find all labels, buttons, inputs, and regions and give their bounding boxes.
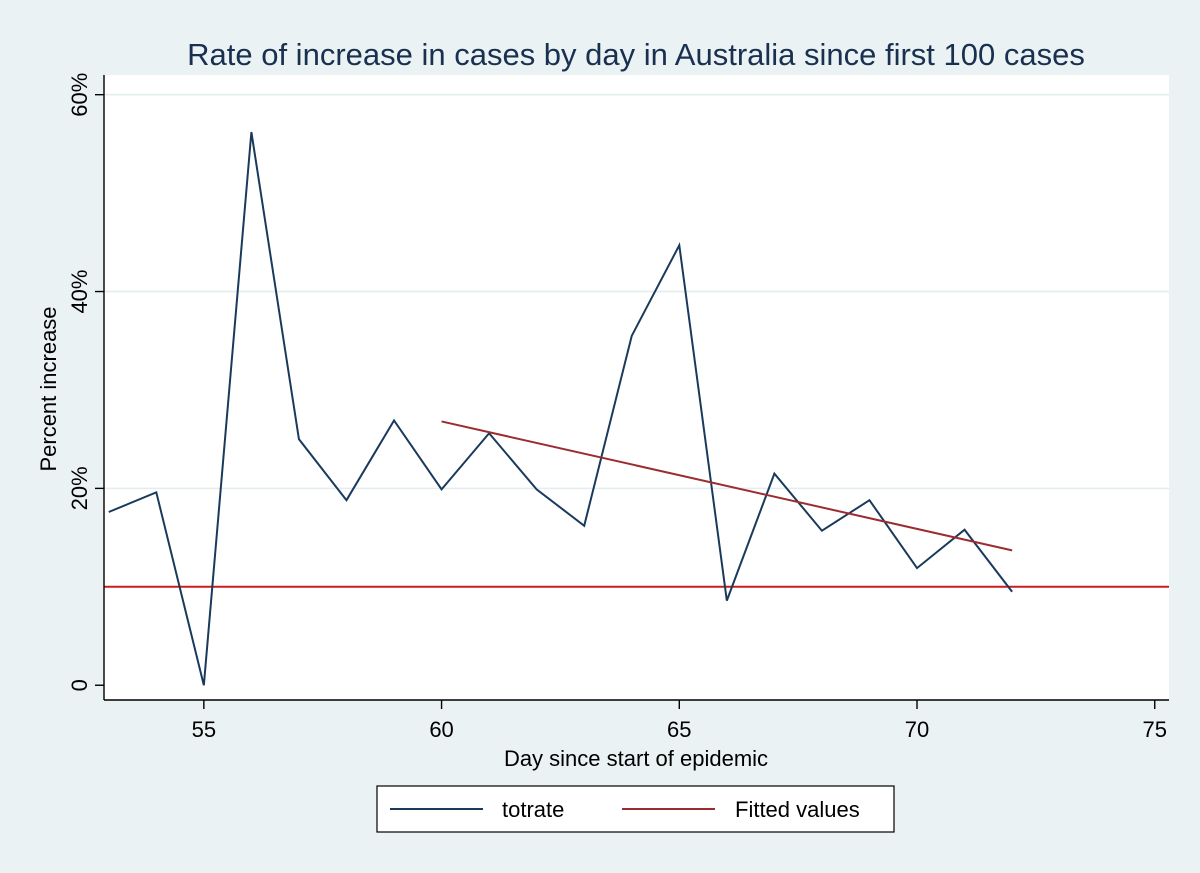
series-lines [108, 131, 1013, 686]
x-tick-label-70: 70 [905, 717, 929, 742]
x-axis-title: Day since start of epidemic [504, 746, 768, 771]
y-tick-label-60: 60% [67, 73, 92, 117]
x-tick-label-65: 65 [667, 717, 691, 742]
x-tick-label-75: 75 [1142, 717, 1166, 742]
x-tick-label-60: 60 [429, 717, 453, 742]
legend: totrate Fitted values [376, 785, 895, 833]
x-tick-label-55: 55 [192, 717, 216, 742]
y-axis-title: Percent increase [36, 306, 61, 471]
y-axis-ticks: 0 20% 40% 60% [67, 73, 104, 691]
legend-label-0: totrate [502, 797, 564, 822]
gridlines [104, 93, 1169, 490]
y-tick-label-20: 20% [67, 466, 92, 510]
plot-area [104, 75, 1169, 700]
y-tick-label-0: 0 [67, 679, 92, 691]
series-line-0 [108, 131, 1013, 686]
series-line-1 [441, 420, 1013, 552]
legend-label-1: Fitted values [735, 797, 860, 822]
y-tick-label-40: 40% [67, 270, 92, 314]
x-axis-ticks: 55 60 65 70 75 [192, 700, 1167, 742]
chart-title: Rate of increase in cases by day in Aust… [187, 37, 1085, 72]
